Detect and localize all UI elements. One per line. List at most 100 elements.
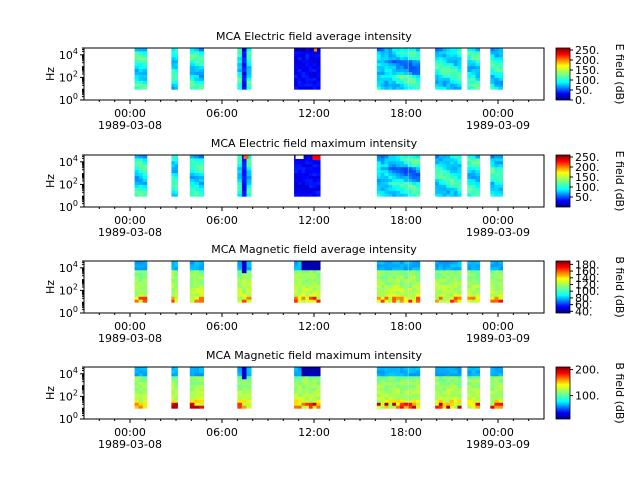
- spectrogram-cell: [475, 272, 480, 277]
- spectrogram-cell: [396, 86, 401, 90]
- spectrogram-cell: [174, 68, 178, 72]
- spectrogram-cell: [450, 293, 455, 297]
- spectrogram-cell: [316, 263, 321, 268]
- spectrogram-cell: [171, 74, 175, 78]
- spectrogram-cell: [380, 53, 385, 58]
- spectrogram-cell: [301, 50, 306, 55]
- spectrogram-cell: [237, 175, 243, 179]
- spectrogram-cell: [171, 193, 175, 197]
- spectrogram-cell: [498, 77, 503, 81]
- spectrogram-cell: [380, 367, 385, 371]
- spectrogram-cell: [388, 169, 393, 174]
- spectrogram-cell: [450, 278, 455, 283]
- spectrogram-cell: [412, 155, 417, 159]
- spectrogram-cell: [494, 56, 499, 61]
- spectrogram-cell: [246, 278, 252, 283]
- y-tick-base: 10: [59, 284, 73, 297]
- spectrogram-cell: [301, 299, 306, 303]
- colorbar-tick-label: 100.: [575, 74, 600, 87]
- spectrogram-cell: [297, 367, 302, 371]
- spectrogram-cell: [388, 269, 393, 274]
- spectrogram-cell: [138, 372, 144, 377]
- spectrogram-cell: [403, 278, 408, 283]
- spectrogram-cell: [396, 175, 401, 179]
- spectrogram-cell: [475, 193, 480, 197]
- spectrogram-cell: [305, 372, 310, 377]
- spectrogram-cell: [380, 190, 385, 194]
- spectrogram-cell: [498, 399, 503, 403]
- spectrogram-cell: [380, 266, 385, 271]
- spectrogram-cell: [471, 263, 476, 268]
- spectrogram-cell: [134, 48, 140, 52]
- spectrogram-cell: [297, 71, 302, 75]
- spectrogram-cell: [457, 281, 462, 285]
- spectrogram-cell: [241, 80, 247, 84]
- spectrogram-cell: [446, 372, 451, 377]
- spectrogram-cell: [408, 169, 413, 174]
- spectrogram-cell: [392, 399, 397, 403]
- spectrogram-cell: [174, 384, 178, 389]
- spectrogram-cell: [312, 71, 317, 75]
- spectrogram-cell: [415, 187, 421, 191]
- spectrogram-cell: [498, 378, 503, 383]
- spectrogram-cell: [412, 369, 417, 374]
- x-tick-label: 00:00: [114, 320, 146, 333]
- spectrogram-cell: [412, 266, 417, 271]
- spectrogram-cell: [308, 272, 314, 277]
- spectrogram-cell: [305, 299, 310, 303]
- spectrogram-cell: [453, 50, 458, 55]
- spectrogram-cell: [490, 80, 495, 84]
- spectrogram-cell: [467, 163, 472, 168]
- spectrogram-cell: [316, 284, 321, 288]
- y-tick-base: 10: [59, 156, 73, 169]
- spectrogram-cell: [308, 405, 314, 409]
- spectrogram-cell: [435, 261, 440, 265]
- spectrogram-cell: [471, 163, 476, 168]
- spectrogram-cell: [446, 50, 451, 55]
- spectrogram-cell: [471, 65, 476, 70]
- spectrogram-cell: [392, 163, 397, 168]
- spectrogram-cell: [174, 290, 178, 294]
- spectrogram-cell: [471, 53, 476, 58]
- spectrogram-cell: [475, 86, 480, 90]
- spectrogram-cell: [237, 53, 243, 58]
- spectrogram-cell: [438, 184, 443, 188]
- spectrogram-cell: [388, 166, 393, 171]
- spectrogram-cell: [498, 405, 503, 409]
- colorbar-tick-label: 50.: [575, 191, 593, 204]
- spectrogram-cell: [308, 369, 314, 374]
- spectrogram-cell: [376, 83, 382, 87]
- spectrogram-cell: [134, 160, 140, 165]
- spectrogram-cell: [392, 86, 397, 90]
- x-tick-date-label: 1989-03-08: [98, 226, 162, 239]
- spectrogram-cell: [174, 378, 178, 383]
- spectrogram-cell: [316, 405, 321, 409]
- spectrogram-cell: [171, 287, 175, 291]
- y-tick-base: 10: [59, 71, 73, 84]
- spectrogram-cell: [392, 261, 397, 265]
- spectrogram-cell: [408, 71, 413, 75]
- spectrogram-cell: [475, 266, 480, 271]
- x-tick-date-label: 1989-03-08: [98, 119, 162, 132]
- colorbar-tick-label: 50.: [575, 84, 593, 97]
- spectrogram-cell: [442, 190, 447, 194]
- spectrogram-cell: [174, 181, 178, 185]
- spectrogram-cell: [442, 281, 447, 285]
- spectrogram-cell: [294, 372, 299, 377]
- spectrogram-cell: [237, 263, 243, 268]
- spectrogram-cell: [142, 272, 148, 277]
- spectrogram-cell: [490, 381, 495, 386]
- spectrogram-cell: [380, 172, 385, 177]
- y-tick-exponent: 0: [73, 305, 78, 314]
- spectrogram-cell: [134, 83, 140, 87]
- spectrogram-cell: [297, 77, 302, 81]
- spectrogram-cell: [498, 393, 503, 397]
- spectrogram-cell: [305, 172, 310, 177]
- spectrogram-cell: [392, 184, 397, 188]
- spectrogram-cell: [408, 181, 413, 185]
- spectrogram-cell: [498, 166, 503, 171]
- spectrogram-cell: [301, 178, 306, 182]
- spectrogram-cell: [446, 163, 451, 168]
- spectrogram-cell: [446, 59, 451, 64]
- spectrogram-cell: [237, 405, 243, 409]
